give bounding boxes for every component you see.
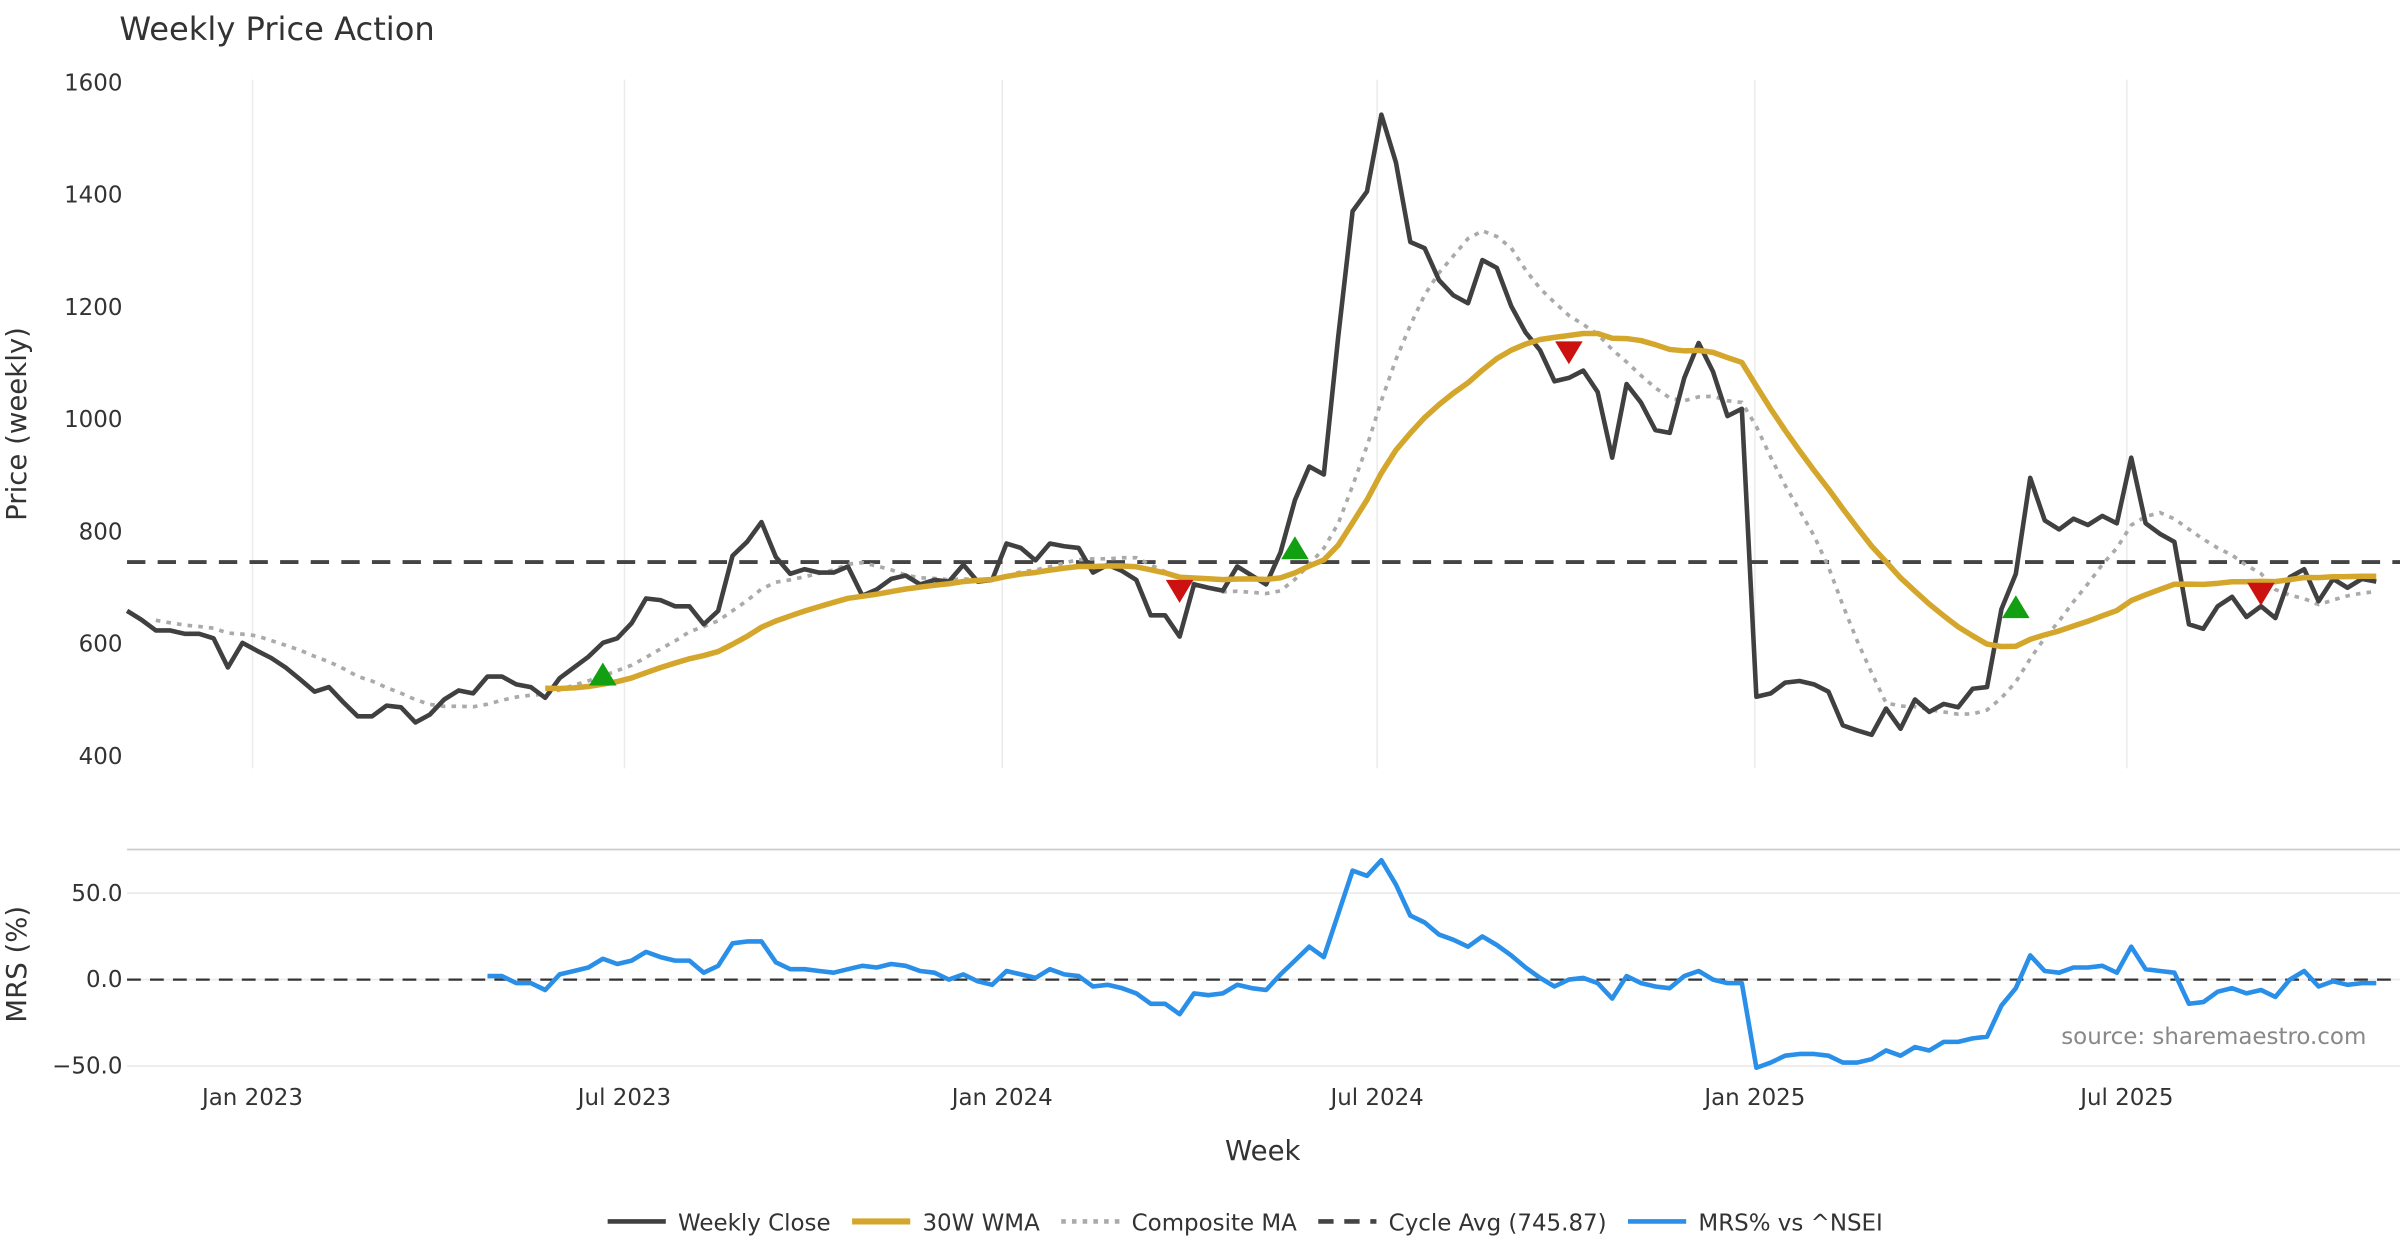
- x-tick-label: Jul 2025: [2078, 1085, 2173, 1111]
- chart-title: Weekly Price Action: [119, 10, 434, 48]
- sell-signal-marker: [1555, 341, 1583, 365]
- legend-item-cycle: Cycle Avg (745.87): [1318, 1211, 1607, 1237]
- legend-label: 30W WMA: [922, 1211, 1040, 1237]
- x-axis-label: Week: [1225, 1135, 1301, 1167]
- price-tick-label: 1000: [64, 407, 122, 433]
- price-tick-label: 1600: [64, 70, 122, 96]
- legend-label: Composite MA: [1132, 1211, 1297, 1237]
- mrs-line: [487, 857, 2377, 1071]
- buy-signal-marker: [2002, 595, 2030, 619]
- price-tick-label: 800: [79, 519, 123, 545]
- price-tick-label: 600: [79, 632, 123, 658]
- x-tick-label: Jan 2025: [1702, 1085, 1805, 1111]
- x-tick-label: Jan 2023: [200, 1085, 303, 1111]
- legend-label: Cycle Avg (745.87): [1389, 1211, 1607, 1237]
- x-tick-label: Jul 2024: [1328, 1085, 1423, 1111]
- buy-signal-marker: [1281, 536, 1309, 560]
- sell-signal-marker: [1165, 579, 1194, 603]
- price-tick-label: 400: [79, 744, 123, 770]
- legend-label: MRS% vs ^NSEI: [1698, 1211, 1882, 1237]
- sell-signal-marker: [2247, 582, 2275, 606]
- mrs-tick-label: 50.0: [71, 881, 122, 907]
- legend-item-wma: 30W WMA: [852, 1211, 1040, 1237]
- composite-ma-line: [155, 228, 2377, 717]
- x-tick-label: Jan 2024: [950, 1085, 1053, 1111]
- weekly-close-line: [125, 112, 2377, 738]
- axes: Jan 2023 Jul 2023 Jan 2024 Jul 2024 Jan 2025…: [52, 70, 2173, 1111]
- mrs-tick-label: 0.0: [86, 967, 122, 993]
- wma-line: [545, 330, 2377, 692]
- price-axis-label: Price (weekly): [1, 327, 33, 521]
- legend-item-mrs: MRS% vs ^NSEI: [1628, 1211, 1883, 1237]
- gridlines: [127, 79, 2400, 1067]
- price-tick-label: 1400: [64, 183, 122, 209]
- legend-item-composite: Composite MA: [1061, 1211, 1297, 1237]
- price-tick-label: 1200: [64, 295, 122, 321]
- legend: Weekly Close 30W WMA Composite MA Cycle Avg…: [607, 1211, 1883, 1237]
- mrs-axis-label: MRS (%): [1, 906, 33, 1023]
- legend-item-close: Weekly Close: [607, 1211, 831, 1237]
- source-note: source: sharemaestro.com: [2061, 1024, 2366, 1050]
- series: [125, 112, 2400, 1071]
- legend-label: Weekly Close: [678, 1211, 831, 1237]
- x-tick-label: Jul 2023: [576, 1085, 671, 1111]
- buy-signal-marker: [589, 662, 617, 686]
- mrs-tick-label: −50.0: [52, 1054, 122, 1080]
